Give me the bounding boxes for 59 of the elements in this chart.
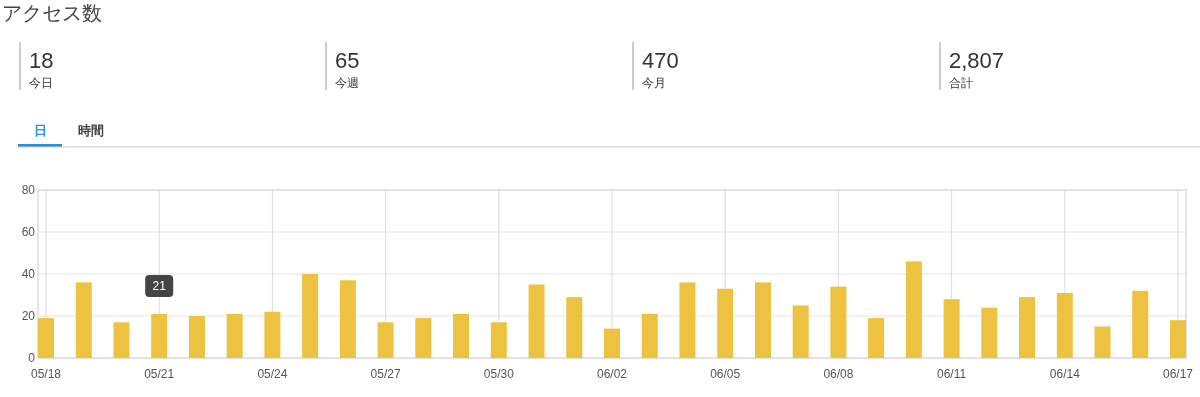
bar [566,297,583,358]
bar [1132,290,1149,358]
x-tick-label: 06/11 [937,367,967,381]
bar [38,318,54,358]
x-tick-label: 06/05 [710,367,741,381]
bar [830,286,847,358]
x-tick-label: 06/08 [823,367,854,381]
bar [1094,326,1111,358]
bar [792,305,809,358]
text: 18 [29,48,54,73]
text: 今日 [29,76,53,90]
x-tick-label: 05/27 [370,367,401,381]
x-tick-label: 05/21 [144,367,175,381]
bar [75,282,92,358]
bar [339,280,356,358]
text: 日 [33,123,47,138]
bar [1056,292,1073,358]
y-tick-label: 60 [21,225,36,239]
annotation: 21 [152,278,167,293]
bar [151,313,168,358]
bar [453,313,470,358]
bar [302,274,319,358]
x-tick-label: 06/02 [596,367,628,381]
bar [943,299,960,358]
x-tick-label: 05/30 [483,367,515,381]
text: 合計 [949,76,973,90]
bar [226,313,243,358]
bar [528,284,545,358]
x-tick-label: 05/24 [257,367,288,381]
bar [490,322,507,358]
bar [113,322,130,358]
text: 470 [642,48,679,73]
bar [868,318,885,358]
text: 今週 [335,76,359,90]
bar [679,282,696,358]
bar [717,288,734,358]
x-tick-label: 06/17 [1162,367,1194,381]
bar [188,316,205,358]
y-tick-label: 0 [28,351,36,365]
text: 65 [335,48,360,73]
x-tick-label: 06/14 [1049,367,1081,381]
bar [981,307,998,358]
bar [604,328,620,358]
bar [641,313,658,358]
bar [754,282,771,358]
bar [415,318,432,358]
bar [1019,297,1036,358]
bar [905,261,922,358]
text: 今月 [642,76,666,90]
bar [377,322,394,358]
y-tick-label: 40 [21,267,36,281]
bar [264,311,281,358]
y-tick-label: 80 [21,183,36,197]
text: 時間 [78,123,104,138]
x-tick-label: 05/18 [30,367,62,381]
bar [1170,320,1186,358]
y-tick-label: 20 [21,309,36,323]
text: アクセス数 [2,2,102,24]
text: 2,807 [949,48,1005,73]
